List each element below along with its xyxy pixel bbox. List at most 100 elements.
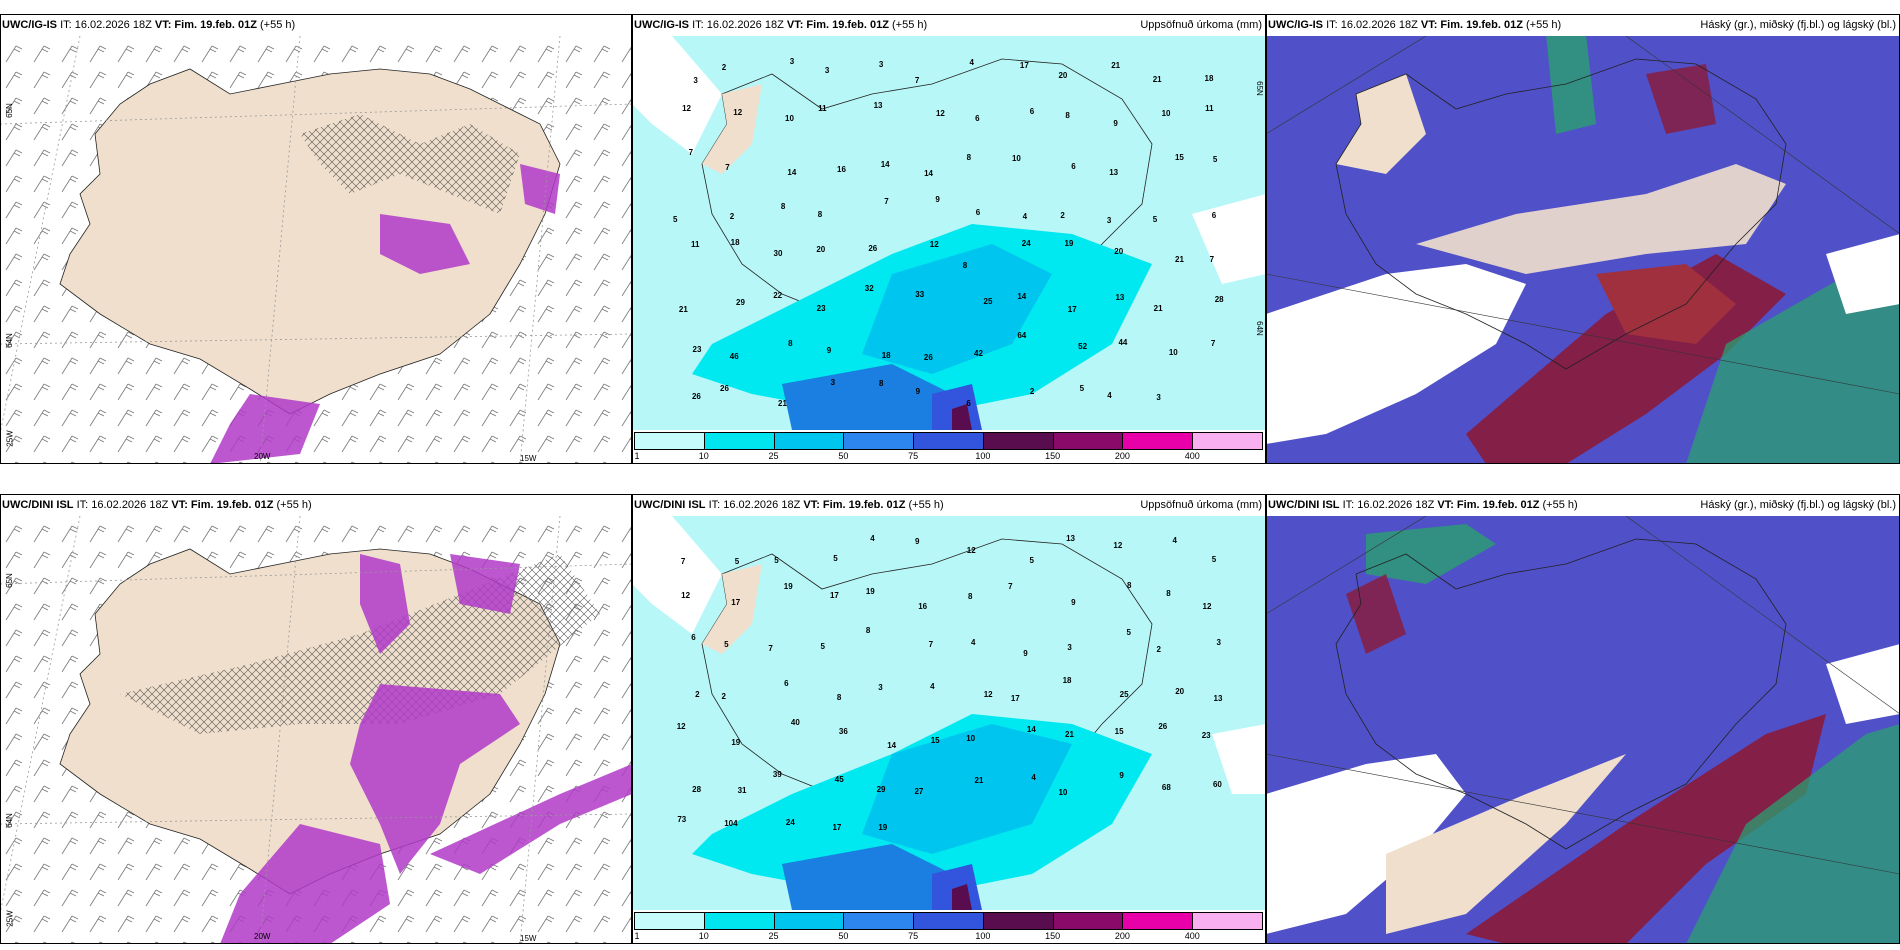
- precip-value-label: 15: [930, 736, 940, 746]
- precip-value-label: 7: [1008, 581, 1013, 591]
- panel-header: UWC/IG-IS IT: 16.02.2026 18Z VT: Fim. 19…: [632, 14, 1266, 36]
- precip-value-label: 3: [878, 59, 884, 69]
- precip-value-label: 13: [873, 100, 883, 110]
- precip-value-label: 9: [1023, 649, 1028, 659]
- panel-dini-wind: UWC/DINI ISL IT: 16.02.2026 18Z VT: Fim.…: [0, 494, 632, 944]
- precip-value-label: 10: [966, 733, 976, 743]
- colorbar-swatch: [843, 912, 915, 930]
- precip-value-label: 5: [833, 554, 838, 564]
- precip-value-label: 42: [974, 348, 983, 358]
- colorbar-tick-label: 50: [838, 451, 849, 461]
- precip-value-label: 19: [865, 587, 875, 597]
- lat-label-65n: 65N: [4, 103, 14, 118]
- precip-value-label: 14: [887, 740, 897, 750]
- model-label: UWC/DINI ISL: [2, 499, 74, 511]
- precip-value-label: 6: [975, 207, 981, 217]
- precip-value-label: 16: [837, 165, 846, 175]
- precip-value-label: 10: [1058, 787, 1068, 797]
- panel-title: Uppsöfnuð úrkoma (mm): [1140, 19, 1262, 31]
- lead-time: (+55 h): [1542, 499, 1578, 511]
- colorbar-tick-label: 75: [908, 451, 919, 461]
- lon-label-15w: 15W: [520, 934, 537, 943]
- lat-label-64n: 64N: [4, 333, 14, 348]
- lon-label-20w: 20W: [254, 452, 271, 461]
- precip-value-label: 23: [1201, 730, 1211, 740]
- colorbar-tick-label: 150: [1045, 931, 1061, 941]
- precip-value-label: 29: [876, 785, 886, 795]
- precip-value-label: 3: [824, 66, 830, 75]
- panel-igis-clouds: UWC/IG-IS IT: 16.02.2026 18Z VT: Fim. 19…: [1266, 14, 1900, 464]
- colorbar-tick-label: 100: [975, 451, 991, 461]
- precip-value-label: 11: [1205, 104, 1214, 114]
- panel-igis-wind: UWC/IG-IS IT: 16.02.2026 18Z VT: Fim. 19…: [0, 14, 632, 464]
- precip-value-label: 45: [834, 775, 844, 785]
- precip-value-label: 4: [1031, 773, 1036, 783]
- colorbar-tick-label: 400: [1184, 451, 1200, 461]
- valid-time: VT: Fim. 19.feb. 01Z: [803, 499, 906, 511]
- precip-value-label: 19: [878, 822, 888, 832]
- precip-value-label: 7: [725, 163, 730, 173]
- precip-value-label: 5: [1126, 627, 1131, 637]
- precip-value-label: 4: [930, 681, 935, 691]
- precip-value-label: 7: [884, 197, 889, 207]
- precip-value-label: 9: [1071, 598, 1076, 608]
- panel-header: UWC/DINI ISL IT: 16.02.2026 18Z VT: Fim.…: [1266, 494, 1900, 516]
- precip-value-label: 6: [966, 399, 971, 409]
- init-time: IT: 16.02.2026 18Z: [60, 19, 152, 31]
- precip-value-label: 64: [1017, 330, 1027, 340]
- precip-value-label: 25: [983, 297, 993, 307]
- lon-label-25w: 25W: [5, 910, 15, 927]
- precip-value-label: 21: [1153, 304, 1163, 314]
- precip-value-label: 10: [1161, 109, 1171, 119]
- precip-map: [632, 36, 1266, 430]
- precip-value-label: 60: [1212, 780, 1222, 790]
- precip-value-label: 12: [681, 591, 691, 601]
- precip-value-label: 5: [1212, 155, 1218, 165]
- precip-value-label: 68: [1161, 782, 1171, 792]
- precip-value-label: 4: [970, 637, 976, 647]
- colorbar-tick-label: 150: [1045, 451, 1061, 461]
- precip-value-label: 39: [772, 770, 782, 780]
- lead-time: (+55 h): [908, 499, 944, 511]
- precip-value-label: 17: [731, 597, 741, 607]
- model-label: UWC/DINI ISL: [634, 499, 706, 511]
- precip-value-label: 9: [915, 387, 921, 397]
- panel-title: Háský (gr.), miðský (fj.bl.) og lágský (…: [1700, 499, 1896, 511]
- precip-value-label: 17: [1067, 304, 1077, 314]
- valid-time: VT: Fim. 19.feb. 01Z: [154, 19, 257, 31]
- precip-value-label: 46: [729, 352, 739, 361]
- lead-time: (+55 h): [260, 19, 296, 31]
- precip-value-label: 12: [935, 108, 945, 118]
- precip-value-label: 44: [1118, 338, 1128, 348]
- wind-map: [0, 515, 632, 944]
- precip-value-label: 24: [785, 818, 795, 828]
- precip-value-label: 11: [818, 104, 827, 114]
- colorbar-swatch: [1052, 912, 1124, 930]
- panel-igis-precip: UWC/IG-IS IT: 16.02.2026 18Z VT: Fim. 19…: [632, 14, 1266, 464]
- iceland-land: [701, 538, 1153, 850]
- colorbar-swatch: [1122, 432, 1194, 450]
- precip-value-label: 17: [1019, 60, 1029, 70]
- precip-value-label: 18: [881, 350, 891, 360]
- valid-time: VT: Fim. 19.feb. 01Z: [1420, 19, 1523, 31]
- precip-value-label: 8: [780, 202, 786, 212]
- precip-value-label: 4: [1172, 535, 1177, 545]
- precip-value-label: 10: [1011, 154, 1021, 164]
- precip-value-label: 27: [914, 786, 924, 796]
- lon-label-20w: 20W: [254, 932, 271, 941]
- precip-value-label: 32: [864, 284, 874, 294]
- lat-label-64n: 64N: [1254, 321, 1264, 336]
- cloud-map: [1266, 515, 1900, 944]
- lead-time: (+55 h): [1526, 19, 1562, 31]
- precip-value-label: 23: [816, 303, 826, 313]
- precip-value-label: 7: [768, 644, 773, 654]
- precip-value-label: 5: [1029, 556, 1034, 566]
- precip-value-label: 26: [691, 392, 701, 402]
- precip-value-label: 8: [962, 260, 968, 270]
- precip-value-label: 5: [724, 640, 729, 650]
- precip-value-label: 7: [1210, 339, 1216, 349]
- colorbar-swatch: [982, 912, 1054, 930]
- precip-value-label: 13: [1115, 292, 1125, 302]
- precip-value-label: 5: [1211, 554, 1217, 564]
- precip-value-label: 6: [1071, 162, 1076, 172]
